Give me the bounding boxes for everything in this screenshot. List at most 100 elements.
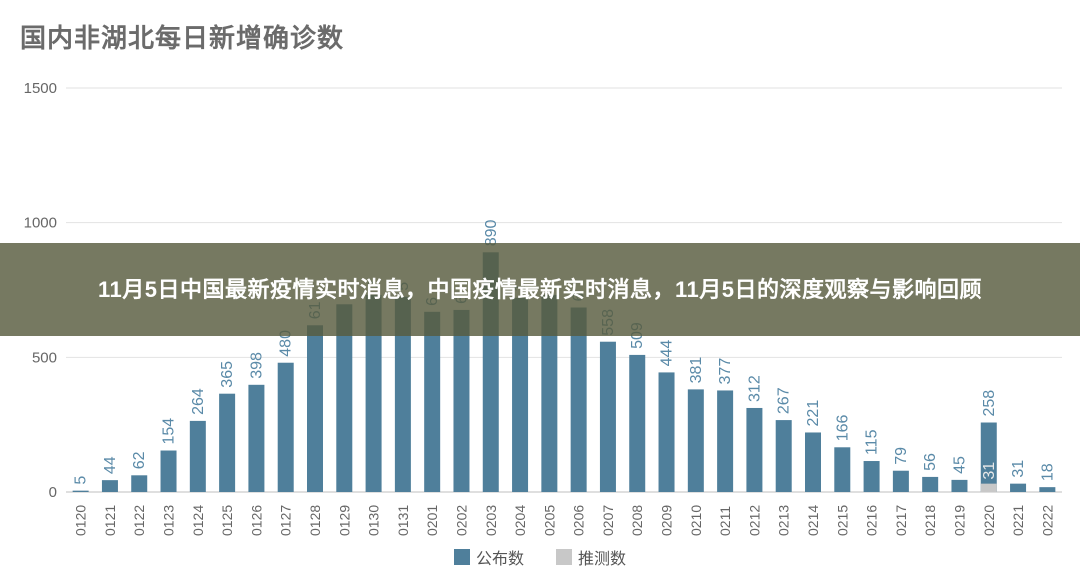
bar-published: [1010, 483, 1027, 492]
bar-published: [365, 294, 382, 492]
bar-published: [951, 479, 968, 492]
x-tick-label: 0202: [453, 505, 469, 536]
x-tick-label: 0129: [336, 505, 352, 536]
data-label-published: 5: [73, 476, 90, 485]
x-tick-label: 0213: [776, 505, 792, 536]
x-tick-label: 0211: [717, 506, 733, 536]
data-label-published: 381: [688, 357, 705, 384]
headline-banner: 11月5日中国最新疫情实时消息，中国疫情最新实时消息，11月5日的深度观察与影响…: [0, 243, 1080, 336]
data-label-published: 31: [1010, 460, 1027, 478]
data-label-published: 264: [190, 388, 207, 415]
bar-published: [717, 390, 734, 492]
data-label-published: 79: [893, 447, 910, 465]
x-tick-label: 0222: [1039, 505, 1055, 536]
data-label-published: 267: [776, 387, 793, 414]
bar-published: [131, 475, 148, 492]
y-axis-ticks: 0 500 1000 1500: [24, 80, 57, 501]
data-label-published: 154: [161, 418, 178, 445]
bar-published: [72, 490, 89, 492]
bar-published: [980, 422, 997, 492]
headline-text: 11月5日中国最新疫情实时消息，中国疫情最新实时消息，11月5日的深度观察与影响…: [98, 276, 982, 302]
x-tick-label: 0210: [688, 505, 704, 536]
x-tick-label: 0218: [922, 505, 938, 536]
data-label-published: 44: [102, 456, 119, 474]
data-label-published: 56: [922, 453, 939, 471]
bars: [72, 252, 1056, 492]
bar-published: [189, 420, 206, 492]
legend-swatch-estimated: [556, 549, 572, 565]
data-label-published: 398: [248, 352, 265, 379]
x-tick-label: 0130: [366, 505, 382, 536]
legend-item-estimated[interactable]: 推测数: [556, 545, 626, 569]
x-tick-label: 0123: [161, 505, 177, 536]
bar-published: [629, 354, 646, 492]
data-label-published: 18: [1039, 463, 1056, 481]
x-tick-label: 0219: [951, 505, 967, 536]
x-tick-label: 0201: [424, 505, 440, 536]
bar-published: [307, 325, 323, 492]
x-tick-label: 0127: [278, 505, 294, 536]
y-tick-label: 500: [32, 349, 57, 366]
legend-item-published[interactable]: 公布数: [453, 545, 524, 569]
bar-published: [336, 304, 353, 492]
x-tick-label: 0126: [248, 505, 264, 536]
bar-published: [687, 389, 704, 492]
x-tick-label: 0125: [219, 505, 235, 536]
x-axis-ticks: 0120 0121 0122 0123 0124 0125 0126 0127 0128 0129…: [73, 505, 1056, 536]
legend-label-published: 公布数: [475, 551, 524, 568]
bar-published: [805, 432, 821, 492]
data-label-published: 365: [219, 361, 236, 388]
data-label-published: 377: [717, 358, 734, 385]
data-label-published: 312: [746, 375, 763, 402]
data-label-published: 166: [834, 414, 851, 441]
x-tick-label: 0216: [864, 505, 880, 536]
bar-published: [219, 393, 236, 492]
legend-swatch-published: [453, 549, 470, 565]
bar-published: [863, 461, 880, 492]
data-label-published: 115: [864, 429, 881, 455]
x-tick-label: 0131: [395, 505, 411, 536]
bar-published: [248, 384, 265, 492]
x-tick-label: 0217: [893, 505, 909, 536]
bar-published: [658, 372, 675, 492]
x-tick-label: 0120: [73, 505, 89, 536]
y-tick-label: 0: [49, 484, 57, 501]
y-tick-label: 1000: [24, 215, 57, 232]
data-label-published: 45: [951, 456, 968, 474]
legend-label-estimated: 推测数: [578, 551, 627, 568]
bar-published: [599, 341, 616, 492]
data-label-published: 62: [131, 451, 148, 469]
data-label-published: 480: [278, 330, 295, 357]
y-tick-label: 1500: [24, 80, 57, 97]
x-tick-label: 0215: [834, 505, 850, 536]
x-tick-label: 0122: [131, 505, 147, 536]
x-tick-label: 0128: [307, 505, 323, 536]
bar-published: [394, 296, 411, 492]
bar-published: [453, 309, 470, 492]
bar-published: [101, 480, 118, 492]
bar-estimated: [980, 483, 997, 492]
bar-published: [512, 297, 529, 492]
x-tick-label: 0203: [483, 505, 499, 536]
x-tick-label: 0208: [629, 505, 645, 536]
bar-published: [277, 362, 294, 492]
x-tick-label: 0212: [746, 505, 762, 536]
x-tick-label: 0204: [512, 505, 528, 536]
x-tick-label: 0205: [541, 505, 557, 536]
x-tick-label: 0121: [102, 505, 118, 536]
x-tick-label: 0214: [805, 505, 821, 536]
bar-published: [892, 470, 909, 492]
x-tick-label: 0206: [571, 505, 587, 536]
data-label-published: 890: [483, 219, 500, 246]
bar-published: [775, 420, 792, 492]
bar-published: [746, 407, 763, 492]
bar-published: [160, 450, 177, 492]
x-tick-label: 0207: [600, 505, 616, 536]
bar-published: [834, 447, 851, 492]
x-tick-label: 0221: [1010, 505, 1026, 536]
data-label-published: 444: [659, 340, 676, 367]
chart-title: 国内非湖北每日新增确诊数: [20, 23, 345, 53]
x-tick-label: 0209: [659, 505, 675, 536]
legend: 公布数 推测数: [0, 545, 1080, 569]
bar-published: [424, 311, 441, 492]
